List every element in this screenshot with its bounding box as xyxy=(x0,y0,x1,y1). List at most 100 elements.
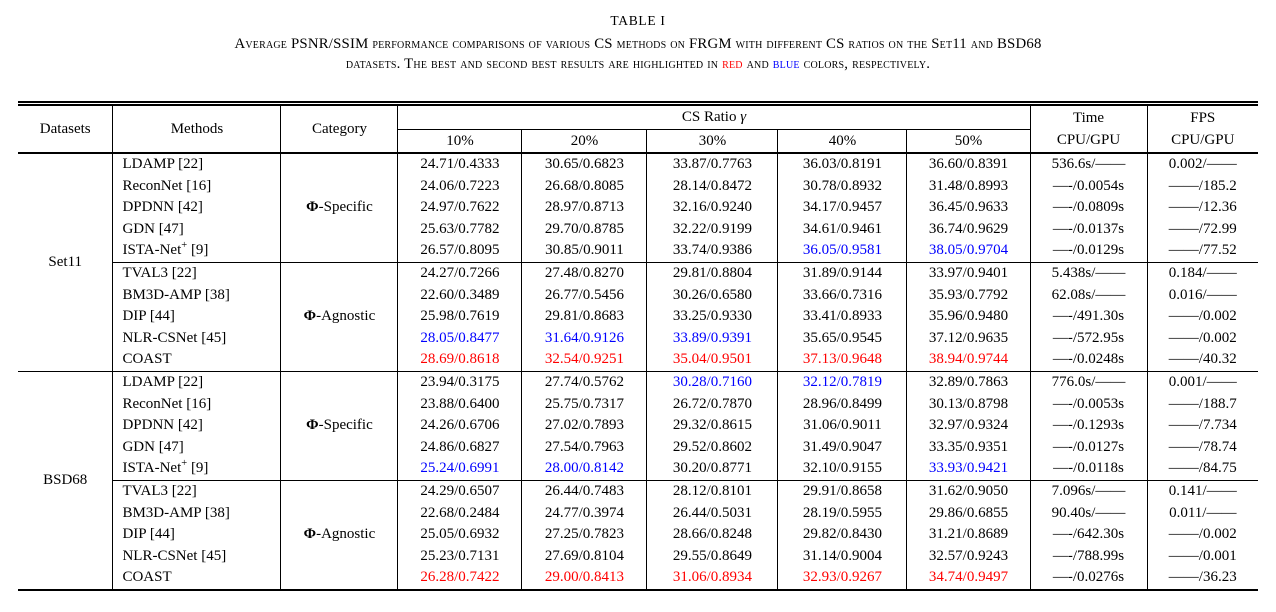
psnr-ssim-cell: 32.93/0.9267 xyxy=(777,567,907,590)
psnr-ssim-cell: 36.74/0.9629 xyxy=(906,218,1031,241)
time-cell: —-/0.0276s xyxy=(1029,567,1148,590)
psnr-ssim-cell: 31.14/0.9004 xyxy=(777,545,907,568)
method-superscript: + xyxy=(181,240,188,252)
col-header-ratio-10: 10% xyxy=(397,129,522,153)
psnr-ssim-cell: 26.68/0.8085 xyxy=(521,175,647,198)
psnr-ssim-cell: 30.65/0.6823 xyxy=(521,153,647,176)
method-superscript: + xyxy=(181,458,188,470)
method-cell: NLR-CSNet [45] xyxy=(112,327,281,350)
psnr-ssim-cell: 33.41/0.8933 xyxy=(777,306,907,328)
col-header-methods: Methods xyxy=(112,103,281,153)
time-cell: 5.438s/—— xyxy=(1029,261,1148,285)
method-cell: LDAMP [22] xyxy=(112,370,281,394)
psnr-ssim-cell: 27.54/0.7963 xyxy=(521,436,647,459)
time-cell: —-/0.0054s xyxy=(1029,175,1148,198)
psnr-ssim-cell: 29.86/0.6855 xyxy=(906,502,1031,525)
psnr-ssim-cell: 25.98/0.7619 xyxy=(397,306,522,328)
fps-cell: ——/78.74 xyxy=(1146,436,1259,459)
method-cell: COAST xyxy=(112,567,281,590)
psnr-ssim-cell: 33.87/0.7763 xyxy=(646,153,778,176)
psnr-ssim-cell: 33.74/0.9386 xyxy=(646,240,778,263)
psnr-ssim-cell: 24.29/0.6507 xyxy=(397,479,522,503)
col-header-ratio-50: 50% xyxy=(906,129,1031,153)
cs-ratio-label: CS Ratio xyxy=(681,109,737,125)
time-cell: 90.40s/—— xyxy=(1029,502,1148,525)
psnr-ssim-cell: 34.74/0.9497 xyxy=(906,567,1031,590)
caption-line-2: datasets. The best and second best resul… xyxy=(0,54,1276,74)
time-sublabel: CPU/GPU xyxy=(1056,132,1121,148)
table-row: DIP [44] 25.05/0.6932 27.25/0.7823 28.66… xyxy=(18,524,1259,546)
category-label: -Agnostic xyxy=(316,526,376,543)
fps-cell: ——/0.002 xyxy=(1146,524,1259,546)
fps-cell: 0.002/—— xyxy=(1146,153,1259,176)
psnr-ssim-cell: 31.48/0.8993 xyxy=(906,175,1031,198)
time-cell: —-/0.0118s xyxy=(1029,458,1148,481)
psnr-ssim-cell: 28.12/0.8101 xyxy=(646,479,778,503)
time-cell: —-/0.0129s xyxy=(1029,240,1148,263)
caption-text: and xyxy=(742,56,773,72)
fps-cell: ——/84.75 xyxy=(1146,458,1259,481)
psnr-ssim-cell: 25.05/0.6932 xyxy=(397,524,522,546)
header-row-1: Datasets Methods Category CS Ratio γ Tim… xyxy=(18,103,1259,153)
table-row: BSD68 LDAMP [22] Φ-Specific 23.94/0.3175… xyxy=(17,370,1259,590)
col-header-ratio-40: 40% xyxy=(777,129,907,153)
psnr-ssim-cell: 29.32/0.8615 xyxy=(646,415,778,437)
psnr-ssim-cell: 22.68/0.2484 xyxy=(397,502,522,525)
method-cell: BM3D-AMP [38] xyxy=(112,502,281,525)
psnr-ssim-cell: 29.82/0.8430 xyxy=(777,524,907,546)
method-cell: DIP [44] xyxy=(112,524,281,546)
psnr-ssim-cell: 34.61/0.9461 xyxy=(777,218,907,241)
time-cell: —-/0.0127s xyxy=(1029,436,1148,459)
psnr-ssim-cell: 32.16/0.9240 xyxy=(646,197,778,219)
time-cell: —-/642.30s xyxy=(1029,524,1148,546)
psnr-ssim-cell: 35.93/0.7792 xyxy=(906,284,1031,307)
category-cell: Φ-Agnostic xyxy=(280,261,398,372)
psnr-ssim-cell: 23.94/0.3175 xyxy=(397,370,522,394)
method-cell: DPDNN [42] xyxy=(112,415,281,437)
psnr-ssim-cell: 32.10/0.9155 xyxy=(777,458,907,481)
psnr-ssim-cell: 35.65/0.9545 xyxy=(777,327,907,350)
method-cell: TVAL3 [22] xyxy=(112,261,281,285)
table-label: TABLE I xyxy=(610,13,666,28)
psnr-ssim-cell: 28.00/0.8142 xyxy=(521,458,647,481)
table-row: GDN [47] 25.63/0.7782 29.70/0.8785 32.22… xyxy=(18,218,1259,241)
time-cell: —-/0.1293s xyxy=(1029,415,1148,437)
table-row: DIP [44] 25.98/0.7619 29.81/0.8683 33.25… xyxy=(18,306,1259,328)
psnr-ssim-cell: 38.94/0.9744 xyxy=(906,349,1031,372)
fps-cell: ——/0.001 xyxy=(1146,545,1259,568)
col-header-cs-ratio: CS Ratio γ xyxy=(397,103,1031,130)
method-cell: BM3D-AMP [38] xyxy=(112,284,281,307)
method-name: ISTA-Net xyxy=(122,242,182,259)
time-cell: —-/0.0248s xyxy=(1029,349,1148,372)
table-row: DPDNN [42] 24.97/0.7622 28.97/0.8713 32.… xyxy=(18,197,1259,219)
method-cell: COAST xyxy=(112,349,281,372)
psnr-ssim-cell: 38.05/0.9704 xyxy=(906,240,1031,263)
category-label: -Specific xyxy=(318,199,373,216)
psnr-ssim-cell: 29.81/0.8683 xyxy=(521,306,647,328)
fps-cell: ——/185.2 xyxy=(1146,175,1259,198)
method-cell: ISTA-Net+ [9] xyxy=(112,240,281,263)
table-row: BM3D-AMP [38] 22.68/0.2484 24.77/0.3974 … xyxy=(18,502,1259,525)
psnr-ssim-cell: 29.91/0.8658 xyxy=(777,479,907,503)
dataset-group-bsd68: BSD68 LDAMP [22] Φ-Specific 23.94/0.3175… xyxy=(17,370,1259,590)
method-cell: DPDNN [42] xyxy=(112,197,281,219)
dataset-group-set11: Set11 LDAMP [22] Φ-Specific 24.71/0.4333… xyxy=(18,153,1259,372)
fps-cell: ——/0.002 xyxy=(1146,306,1259,328)
psnr-ssim-cell: 32.12/0.7819 xyxy=(777,370,907,394)
psnr-ssim-cell: 29.55/0.8649 xyxy=(646,545,778,568)
time-cell: —-/788.99s xyxy=(1029,545,1148,568)
psnr-ssim-cell: 29.81/0.8804 xyxy=(646,261,778,285)
fps-cell: ——/188.7 xyxy=(1146,393,1259,416)
fps-cell: ——/12.36 xyxy=(1146,197,1259,219)
category-cell: Φ-Agnostic xyxy=(280,479,398,590)
fps-cell: ——/7.734 xyxy=(1146,415,1259,437)
gamma-symbol: γ xyxy=(740,109,747,125)
fps-cell: ——/0.002 xyxy=(1146,327,1259,350)
results-table: Datasets Methods Category CS Ratio γ Tim… xyxy=(17,101,1259,591)
dataset-cell: BSD68 xyxy=(17,370,113,590)
method-cell: ReconNet [16] xyxy=(112,175,281,198)
col-header-ratio-20: 20% xyxy=(521,129,647,153)
psnr-ssim-cell: 31.49/0.9047 xyxy=(777,436,907,459)
psnr-ssim-cell: 26.44/0.5031 xyxy=(646,502,778,525)
psnr-ssim-cell: 36.03/0.8191 xyxy=(777,153,907,176)
